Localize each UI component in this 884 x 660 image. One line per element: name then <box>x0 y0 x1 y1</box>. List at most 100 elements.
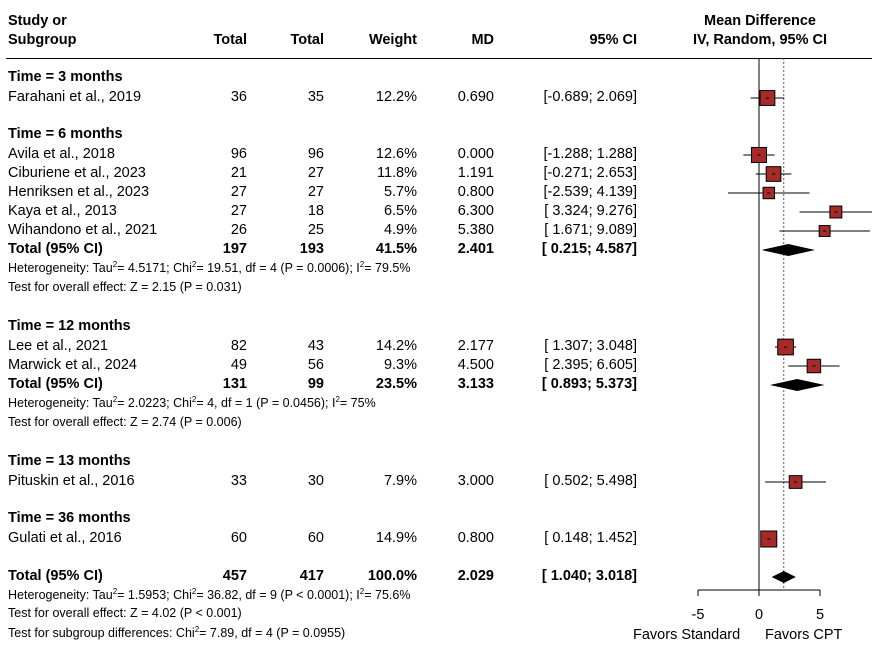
md-value: 0.800 <box>457 530 494 546</box>
total-treatment: 27 <box>230 203 247 219</box>
superscript: 2 <box>359 260 365 269</box>
ci-value: [ 0.215; 4.587] <box>541 241 637 257</box>
md-value: 6.300 <box>457 203 494 219</box>
header-subgroup: Subgroup <box>8 32 77 48</box>
total-control: 193 <box>299 241 324 257</box>
note-text: = 7.89, df = 4 (P = 0.0955) <box>199 626 346 640</box>
overall-heterogeneity-text: Heterogeneity: Tau2= 1.5953; Chi2= 36.82… <box>8 587 410 604</box>
weight-value: 14.9% <box>375 530 417 546</box>
total-control: 60 <box>307 530 324 546</box>
x-tick-label: 0 <box>754 607 764 623</box>
md-value: 2.177 <box>457 338 494 354</box>
total-treatment: 131 <box>222 376 247 392</box>
study-name: Henriksen et al., 2023 <box>8 184 150 200</box>
note-text: = 4.5171; Chi <box>117 261 192 275</box>
weight-value: 12.2% <box>375 89 417 105</box>
total-control: 99 <box>307 376 324 392</box>
total-control: 27 <box>307 184 324 200</box>
total-treatment: 26 <box>230 222 247 238</box>
note-text: = 19.51, df = 4 (P = 0.0006); I <box>196 261 360 275</box>
note-text: Heterogeneity: Tau <box>8 588 113 602</box>
weight-value: 5.7% <box>383 184 417 200</box>
ci-value: [-1.288; 1.288] <box>543 146 637 162</box>
header-ci: 95% CI <box>589 32 637 48</box>
md-value: 3.000 <box>457 473 494 489</box>
total-treatment: 82 <box>230 338 247 354</box>
weight-value: 9.3% <box>383 357 417 373</box>
study-name: Gulati et al., 2016 <box>8 530 122 546</box>
study-name: Ciburiene et al., 2023 <box>8 165 146 181</box>
overall-effect-text: Test for overall effect: Z = 2.15 (P = 0… <box>8 280 242 294</box>
weight-value: 6.5% <box>383 203 417 219</box>
subgroup-label: Time = 13 months <box>8 453 131 469</box>
total-treatment: 36 <box>230 89 247 105</box>
total-treatment: 60 <box>230 530 247 546</box>
note-text: = 75.6% <box>364 588 411 602</box>
weight-value: 12.6% <box>375 146 417 162</box>
note-text: = 75% <box>339 396 376 410</box>
pooled-estimate-diamond <box>761 244 815 256</box>
ci-value: [-2.539; 4.139] <box>543 184 637 200</box>
md-value: 0.800 <box>457 184 494 200</box>
superscript: 2 <box>335 395 340 404</box>
pooled-estimate-diamond <box>769 379 825 391</box>
total-control: 43 <box>307 338 324 354</box>
superscript: 2 <box>191 395 197 404</box>
ci-value: [-0.689; 2.069] <box>543 89 637 105</box>
total-control: 18 <box>307 203 324 219</box>
favors-left-label: Favors Standard <box>633 627 741 643</box>
total-control: 35 <box>307 89 324 105</box>
heterogeneity-text: Heterogeneity: Tau2= 4.5171; Chi2= 19.51… <box>8 260 410 277</box>
header-total-2: Total <box>290 32 324 48</box>
md-value: 0.000 <box>457 146 494 162</box>
md-value: 4.500 <box>457 357 494 373</box>
ci-value: [ 1.671; 9.089] <box>544 222 637 238</box>
superscript: 2 <box>194 625 200 634</box>
note-text: = 36.82, df = 9 (P < 0.0001); I <box>196 588 360 602</box>
weight-value: 23.5% <box>375 376 417 392</box>
subgroup-label: Time = 36 months <box>8 510 131 526</box>
study-name: Lee et al., 2021 <box>8 338 108 354</box>
superscript: 2 <box>191 587 197 596</box>
total-treatment: 96 <box>230 146 247 162</box>
total-control: 25 <box>307 222 324 238</box>
subgroup-label: Time = 6 months <box>8 126 123 142</box>
total-treatment: 27 <box>230 184 247 200</box>
study-name: Avila et al., 2018 <box>8 146 115 162</box>
total-treatment: 457 <box>222 568 247 584</box>
total-control: 56 <box>307 357 324 373</box>
md-value: 1.191 <box>457 165 494 181</box>
study-name: Pituskin et al., 2016 <box>8 473 135 489</box>
subtotal-label: Total (95% CI) <box>8 568 103 584</box>
header-study: Study or <box>8 13 67 29</box>
x-tick-label: -5 <box>691 607 705 623</box>
note-text: = 1.5953; Chi <box>117 588 192 602</box>
ci-value: [ 0.148; 1.452] <box>544 530 637 546</box>
md-value: 2.029 <box>457 568 494 584</box>
subgroup-label: Time = 3 months <box>8 69 123 85</box>
total-control: 96 <box>307 146 324 162</box>
md-value: 3.133 <box>457 376 494 392</box>
weight-value: 7.9% <box>383 473 417 489</box>
ci-value: [ 1.040; 3.018] <box>541 568 637 584</box>
x-tick-label: 5 <box>815 607 825 623</box>
heterogeneity-text: Heterogeneity: Tau2= 2.0223; Chi2= 4, df… <box>8 395 376 412</box>
note-text: = 79.5% <box>364 261 411 275</box>
superscript: 2 <box>191 260 197 269</box>
favors-right-label: Favors CPT <box>765 627 843 643</box>
header-plot-line2: IV, Random, 95% CI <box>692 32 828 48</box>
subtotal-label: Total (95% CI) <box>8 376 103 392</box>
study-name: Marwick et al., 2024 <box>8 357 137 373</box>
ci-value: [ 1.307; 3.048] <box>544 338 637 354</box>
subgroup-differences-text: Test for subgroup differences: Chi2= 7.8… <box>8 625 345 642</box>
total-control: 30 <box>307 473 324 489</box>
overall-effect-test: Test for overall effect: Z = 4.02 (P < 0… <box>8 606 242 620</box>
header-plot-line1: Mean Difference <box>703 13 816 29</box>
subgroup-label: Time = 12 months <box>8 318 131 334</box>
pooled-estimate-diamond <box>771 571 796 583</box>
superscript: 2 <box>112 587 118 596</box>
header-total-1: Total <box>213 32 247 48</box>
total-control: 417 <box>299 568 324 584</box>
weight-value: 14.2% <box>375 338 417 354</box>
study-name: Kaya et al., 2013 <box>8 203 117 219</box>
